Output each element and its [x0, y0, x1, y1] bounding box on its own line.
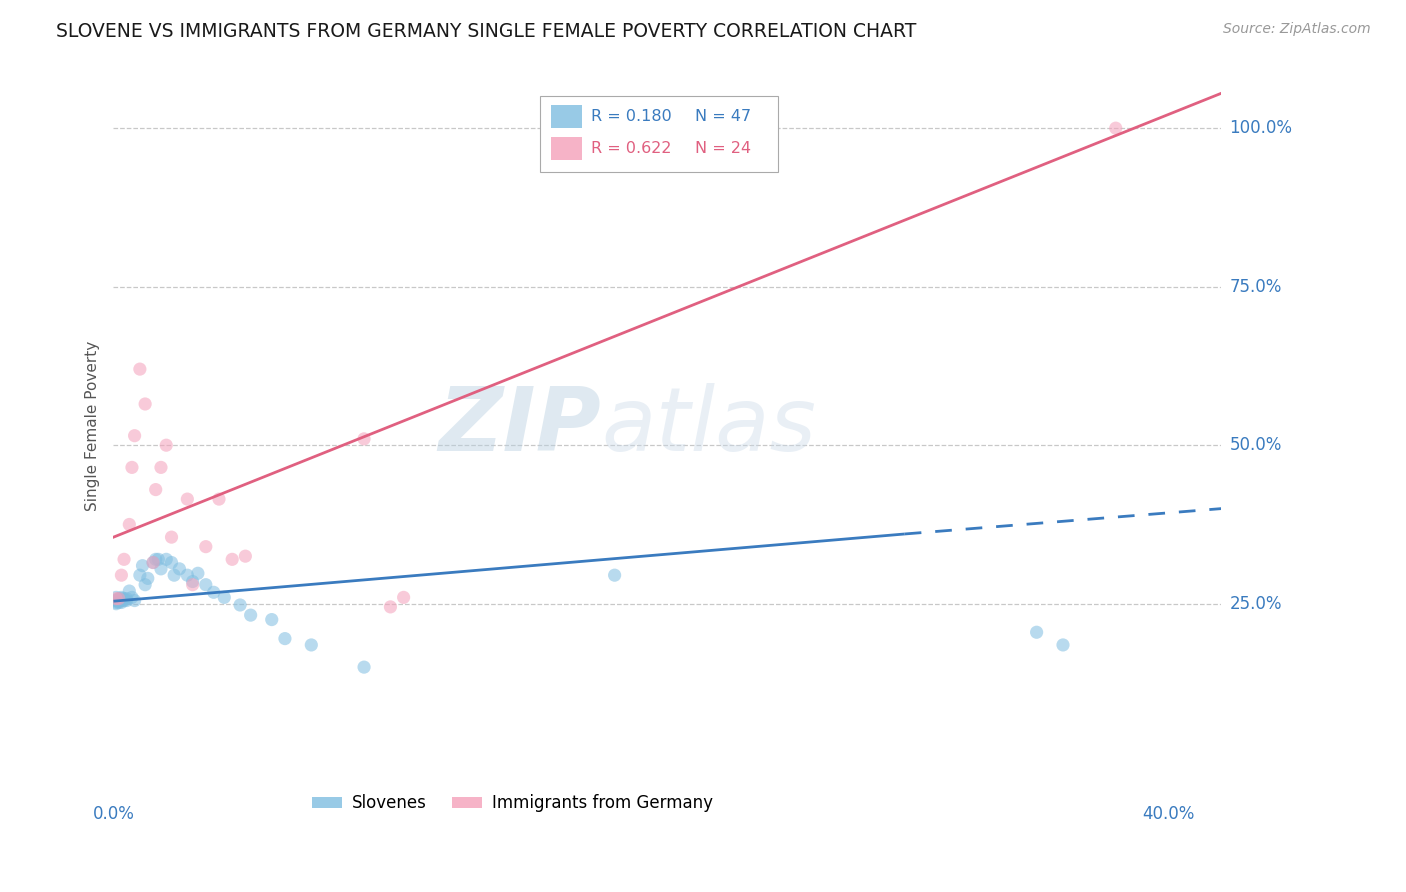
Point: [128, 362, 150, 376]
Point: [299, 638, 322, 652]
Point: [176, 492, 198, 507]
Text: 40.0%: 40.0%: [1142, 805, 1195, 823]
Point: [181, 577, 204, 591]
Point: [229, 598, 252, 612]
Point: [107, 593, 129, 607]
Point: [107, 591, 129, 606]
Text: N = 47: N = 47: [695, 109, 751, 124]
Text: 0.0%: 0.0%: [93, 805, 135, 823]
Text: N = 24: N = 24: [695, 141, 751, 156]
Point: [134, 577, 156, 591]
Point: [1052, 638, 1074, 652]
FancyBboxPatch shape: [551, 105, 582, 128]
Point: [105, 591, 128, 605]
Point: [134, 397, 156, 411]
Point: [194, 540, 217, 554]
Point: [128, 568, 150, 582]
Point: [169, 562, 191, 576]
Text: R = 0.622: R = 0.622: [591, 141, 672, 156]
Text: 75.0%: 75.0%: [1230, 277, 1282, 295]
Point: [208, 492, 231, 507]
Point: [131, 558, 153, 573]
Point: [202, 585, 225, 599]
Point: [353, 660, 375, 674]
Point: [163, 568, 186, 582]
Point: [1025, 625, 1047, 640]
Point: [110, 591, 132, 606]
Text: atlas: atlas: [600, 384, 815, 469]
Point: [214, 591, 236, 605]
Point: [105, 595, 128, 609]
Point: [107, 594, 129, 608]
Point: [112, 591, 135, 606]
FancyBboxPatch shape: [551, 137, 582, 161]
Y-axis label: Single Female Poverty: Single Female Poverty: [86, 341, 100, 511]
Point: [145, 552, 167, 566]
Point: [110, 595, 132, 609]
Text: Source: ZipAtlas.com: Source: ZipAtlas.com: [1223, 22, 1371, 37]
Point: [160, 530, 183, 544]
Point: [124, 593, 146, 607]
Point: [136, 571, 159, 585]
Point: [148, 552, 170, 566]
Point: [121, 591, 143, 605]
Point: [145, 483, 167, 497]
Point: [107, 591, 129, 606]
Point: [1105, 121, 1128, 136]
Point: [112, 552, 135, 566]
Point: [392, 591, 415, 605]
Point: [142, 556, 165, 570]
Point: [181, 574, 204, 589]
Point: [105, 591, 128, 606]
Point: [105, 593, 128, 607]
Text: ZIP: ZIP: [439, 383, 600, 470]
Point: [274, 632, 297, 646]
Point: [603, 568, 626, 582]
Point: [105, 593, 128, 607]
Point: [235, 549, 257, 564]
Point: [121, 460, 143, 475]
Point: [118, 517, 141, 532]
Text: SLOVENE VS IMMIGRANTS FROM GERMANY SINGLE FEMALE POVERTY CORRELATION CHART: SLOVENE VS IMMIGRANTS FROM GERMANY SINGL…: [56, 22, 917, 41]
Point: [187, 566, 209, 581]
Text: 25.0%: 25.0%: [1230, 595, 1282, 613]
FancyBboxPatch shape: [540, 96, 778, 171]
Point: [110, 568, 132, 582]
Text: 50.0%: 50.0%: [1230, 436, 1282, 454]
Point: [221, 552, 243, 566]
Point: [110, 593, 132, 607]
Point: [176, 568, 198, 582]
Point: [160, 556, 183, 570]
Point: [110, 591, 132, 605]
Text: 100.0%: 100.0%: [1230, 120, 1292, 137]
Point: [260, 613, 283, 627]
Point: [115, 593, 138, 607]
Point: [105, 597, 128, 611]
Point: [149, 460, 172, 475]
Point: [115, 591, 138, 606]
Point: [353, 432, 375, 446]
Point: [155, 552, 177, 566]
Point: [118, 584, 141, 599]
Point: [112, 593, 135, 607]
Text: R = 0.180: R = 0.180: [591, 109, 672, 124]
Point: [239, 608, 262, 623]
Legend: Slovenes, Immigrants from Germany: Slovenes, Immigrants from Germany: [305, 788, 720, 819]
Point: [149, 562, 172, 576]
Point: [155, 438, 177, 452]
Point: [380, 599, 402, 614]
Point: [107, 595, 129, 609]
Point: [124, 428, 146, 442]
Point: [194, 577, 217, 591]
Point: [142, 556, 165, 570]
